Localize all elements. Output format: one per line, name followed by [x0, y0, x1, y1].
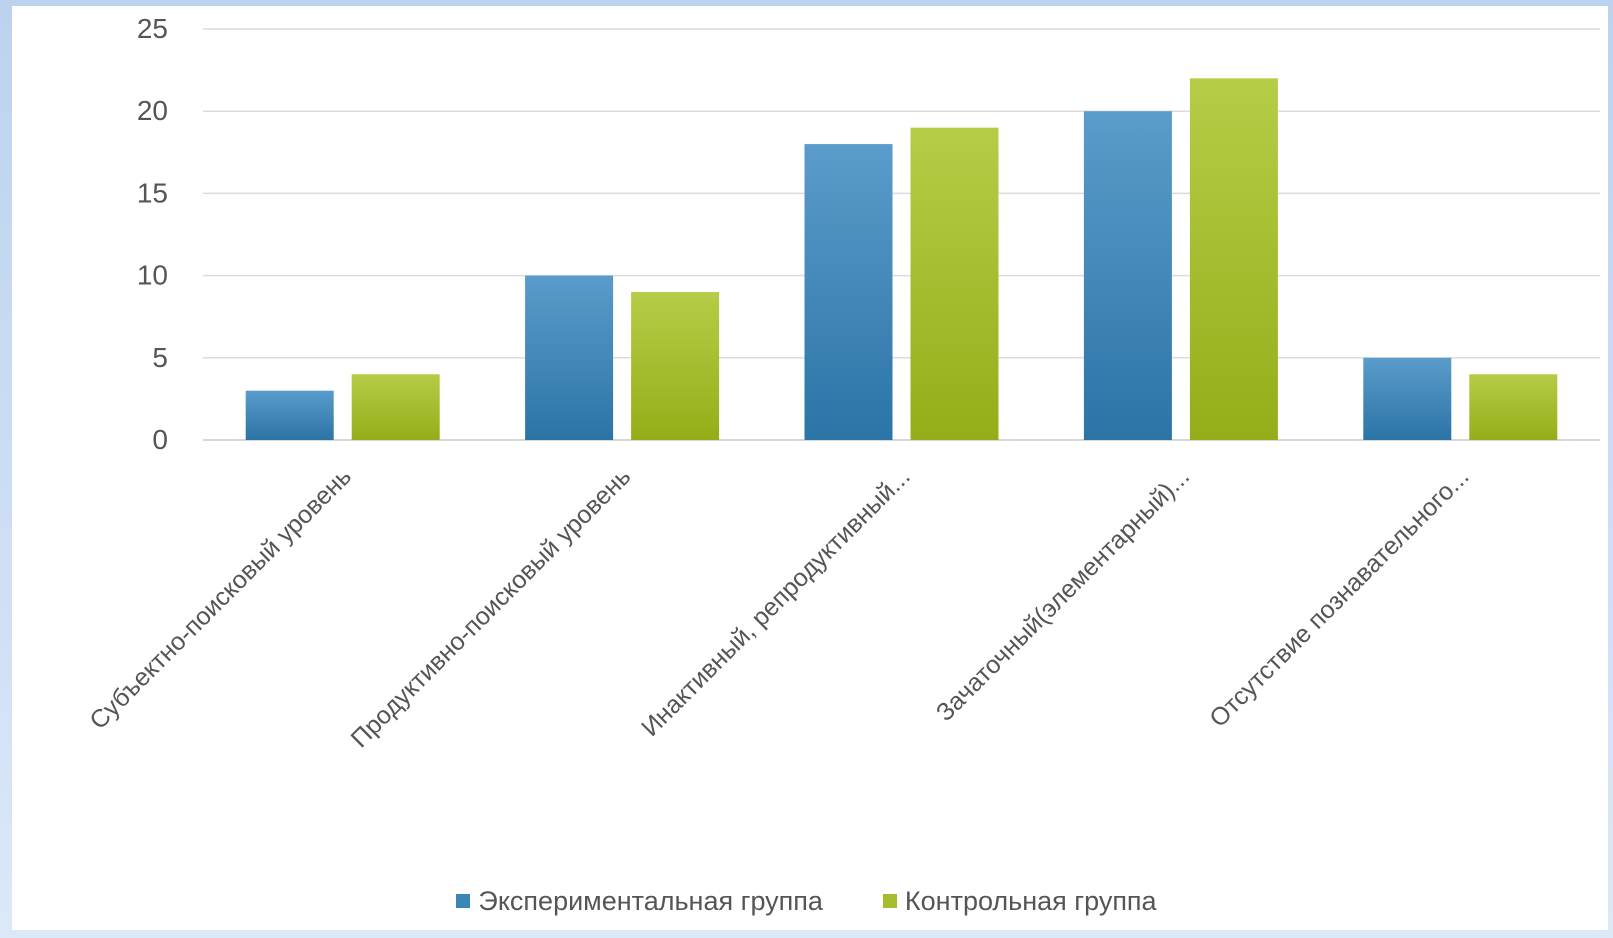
y-tick-label: 0: [152, 424, 168, 455]
x-tick-label: Отсутствие познавательного...: [1204, 462, 1474, 732]
bar-experimental-0: [245, 390, 334, 440]
bar-experimental-4: [1363, 357, 1452, 440]
bar-experimental-1: [525, 275, 614, 440]
legend-label-experimental: Экспериментальная группа: [478, 885, 823, 916]
legend-swatch-experimental: [456, 894, 471, 908]
y-tick-label: 10: [137, 260, 168, 291]
y-tick-label: 20: [137, 95, 168, 126]
bar-experimental-3: [1083, 111, 1172, 440]
legend-label-control: Контрольная группа: [904, 885, 1157, 916]
legend-swatch-control: [882, 894, 897, 908]
y-tick-label: 5: [152, 342, 168, 373]
x-axis: Субъектно-поисковый уровеньПродуктивно-п…: [84, 462, 1474, 753]
bar-control-2: [910, 127, 999, 440]
y-tick-label: 15: [137, 177, 168, 208]
bar-control-4: [1469, 374, 1558, 440]
legend-item-control: Контрольная группа: [882, 885, 1157, 917]
x-tick-label: Субъектно-поисковый уровень: [84, 462, 357, 735]
x-tick-label: Продуктивно-поисковый уровень: [346, 462, 637, 753]
legend-item-experimental: Экспериментальная группа: [456, 886, 823, 917]
bar-control-1: [631, 292, 720, 440]
y-tick-label: 25: [137, 13, 168, 44]
legend: Экспериментальная группа Контрольная гру…: [0, 886, 1613, 916]
x-tick-label: Зачаточный(элементарный)...: [931, 462, 1195, 726]
bars: [245, 78, 1558, 440]
bar-control-3: [1189, 78, 1278, 440]
bar-experimental-2: [804, 144, 893, 440]
bar-control-0: [351, 374, 440, 440]
y-axis: 0 5 10 15 20 25: [137, 13, 168, 455]
x-tick-label: Инактивный, репродуктивный...: [636, 462, 916, 742]
